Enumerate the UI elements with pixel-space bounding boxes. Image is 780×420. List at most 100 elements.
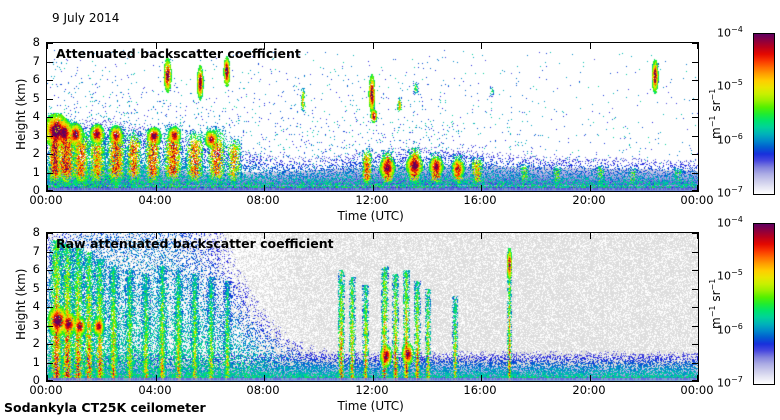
x-axis-tick	[156, 375, 157, 381]
x-axis-tick-label: 08:00	[246, 383, 280, 397]
x-axis-tick	[590, 233, 591, 239]
colorbar-unit-label: m−1 sr−1	[708, 278, 723, 329]
x-axis-tick	[481, 185, 482, 191]
y-axis-tick	[692, 380, 698, 381]
panel-title-attenuated: Attenuated backscatter coefficient	[56, 46, 301, 61]
colorbar-unit-label: m−1 sr−1	[708, 88, 723, 139]
y-axis-tick-label: 1	[32, 355, 40, 369]
x-axis-tick	[481, 375, 482, 381]
x-axis-tick-label: 00:00	[680, 193, 714, 207]
y-axis-tick	[47, 233, 53, 234]
x-axis-tick-label: 12:00	[355, 383, 389, 397]
x-axis-tick	[47, 375, 48, 381]
y-axis-tick-label: 6	[32, 72, 40, 86]
colorbar-tick-label: 10−7	[717, 375, 743, 390]
y-axis-tick	[47, 117, 53, 118]
y-axis-tick-label: 5	[32, 91, 40, 105]
y-axis-tick	[47, 62, 53, 63]
colorbar-raw	[753, 223, 775, 385]
y-axis-tick	[692, 154, 698, 155]
x-axis-tick-label: 04:00	[138, 193, 172, 207]
x-axis-tick	[47, 233, 48, 239]
x-axis-tick	[373, 185, 374, 191]
y-axis-tick	[692, 173, 698, 174]
x-axis-tick-label: 12:00	[355, 193, 389, 207]
colorbar-tick-label: 10−7	[717, 185, 743, 200]
panel-title-raw-attenuated: Raw attenuated backscatter coefficient	[56, 236, 334, 251]
y-axis-tick	[692, 363, 698, 364]
y-axis-tick	[692, 117, 698, 118]
x-axis-tick	[590, 43, 591, 49]
figure-footer-caption: Sodankyla CT25K ceilometer	[4, 400, 206, 415]
x-axis-title: Time (UTC)	[337, 209, 404, 223]
x-axis-tick	[481, 43, 482, 49]
y-axis-tick	[47, 99, 53, 100]
y-axis-tick	[692, 233, 698, 234]
colorbar-attenuated	[753, 33, 775, 195]
x-axis-tick	[373, 375, 374, 381]
y-axis-tick-label: 3	[32, 128, 40, 142]
y-axis-tick	[47, 252, 53, 253]
y-axis-tick	[692, 80, 698, 81]
y-axis-tick	[47, 136, 53, 137]
y-axis-tick	[47, 344, 53, 345]
x-axis-tick	[373, 233, 374, 239]
colorbar-tick-label: 10−6	[717, 131, 743, 147]
y-axis-tick	[47, 380, 53, 381]
y-axis-tick	[692, 43, 698, 44]
y-axis-tick-label: 3	[32, 318, 40, 332]
x-axis-tick	[156, 185, 157, 191]
y-axis-tick	[692, 307, 698, 308]
y-axis-tick	[47, 190, 53, 191]
y-axis-tick-label: 0	[32, 183, 40, 197]
y-axis-tick	[47, 173, 53, 174]
y-axis-tick	[692, 136, 698, 137]
colorbar-gradient-bottom	[754, 224, 774, 384]
y-axis-tick	[692, 252, 698, 253]
y-axis-tick-label: 1	[32, 165, 40, 179]
y-axis-tick-label: 8	[32, 35, 40, 49]
y-axis-tick	[47, 363, 53, 364]
x-axis-tick-label: 00:00	[680, 383, 714, 397]
heatmap-canvas-raw	[47, 233, 698, 381]
y-axis-tick	[692, 270, 698, 271]
y-axis-tick-label: 4	[32, 109, 40, 123]
y-axis-tick-label: 7	[32, 244, 40, 258]
y-axis-tick	[692, 62, 698, 63]
y-axis-tick	[692, 344, 698, 345]
y-axis-tick	[47, 154, 53, 155]
x-axis-tick	[156, 43, 157, 49]
x-axis-tick	[264, 233, 265, 239]
y-axis-tick	[47, 80, 53, 81]
x-axis-tick-label: 08:00	[246, 193, 280, 207]
y-axis-title: Height (km)	[14, 268, 28, 340]
x-axis-tick	[264, 375, 265, 381]
x-axis-tick	[264, 185, 265, 191]
plot-panel-attenuated-backscatter[interactable]	[46, 42, 699, 192]
x-axis-tick	[697, 233, 698, 239]
x-axis-tick	[590, 185, 591, 191]
x-axis-tick	[373, 43, 374, 49]
y-axis-tick-label: 0	[32, 373, 40, 387]
y-axis-tick	[692, 326, 698, 327]
x-axis-tick-label: 16:00	[463, 193, 497, 207]
figure-date: 9 July 2014	[52, 11, 120, 25]
x-axis-tick-label: 20:00	[572, 383, 606, 397]
y-axis-tick	[692, 190, 698, 191]
x-axis-tick	[47, 43, 48, 49]
x-axis-tick	[264, 43, 265, 49]
y-axis-tick	[692, 289, 698, 290]
colorbar-tick-label: 10−4	[717, 215, 743, 230]
x-axis-tick	[697, 185, 698, 191]
plot-panel-raw-attenuated-backscatter[interactable]	[46, 232, 699, 382]
y-axis-tick	[47, 326, 53, 327]
y-axis-tick-label: 4	[32, 299, 40, 313]
x-axis-tick	[481, 233, 482, 239]
x-axis-tick	[590, 375, 591, 381]
heatmap-canvas-attenuated	[47, 43, 698, 191]
y-axis-tick	[692, 99, 698, 100]
y-axis-tick-label: 6	[32, 262, 40, 276]
x-axis-tick	[156, 233, 157, 239]
y-axis-tick-label: 7	[32, 54, 40, 68]
y-axis-tick-label: 2	[32, 336, 40, 350]
